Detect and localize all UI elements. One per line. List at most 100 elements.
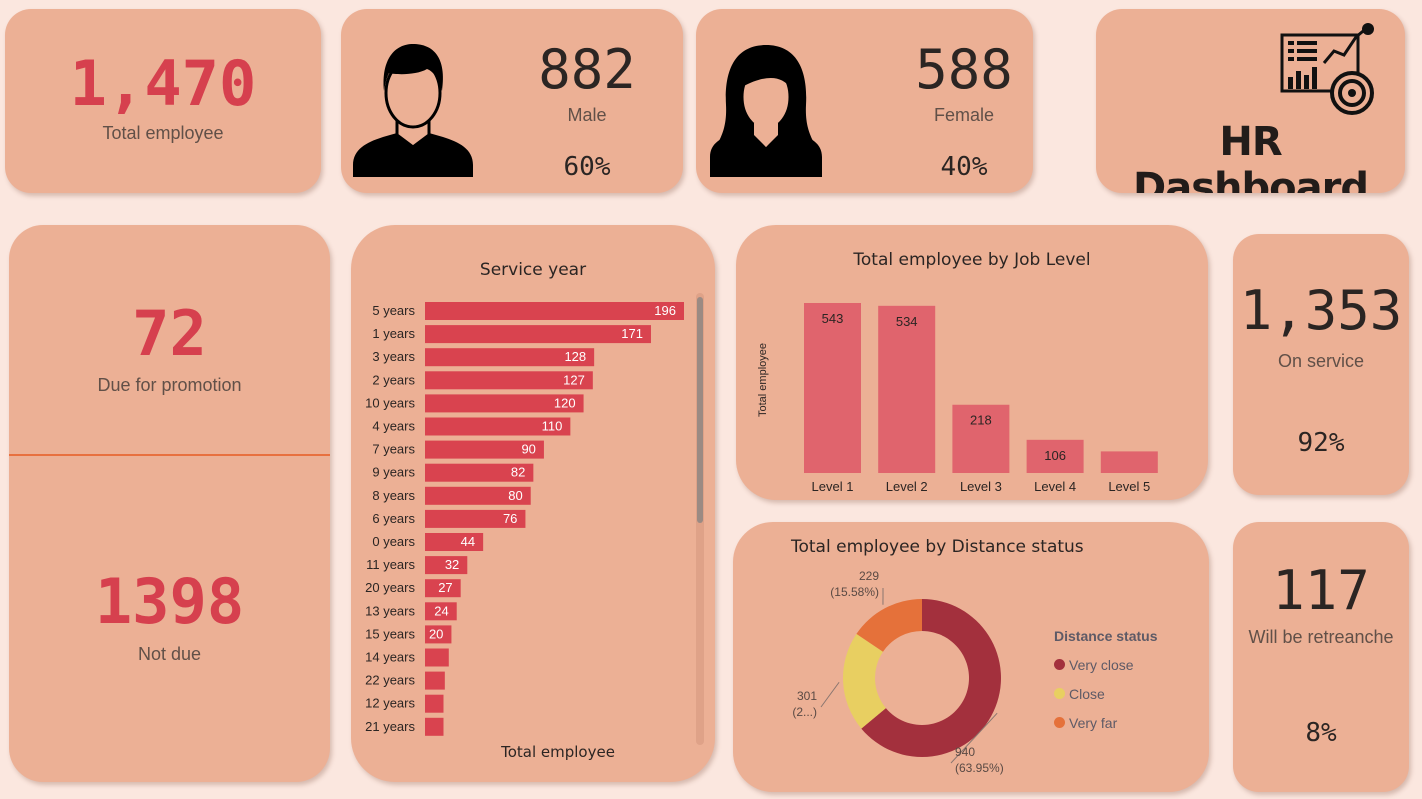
service-year-bar[interactable] bbox=[425, 417, 571, 436]
service-year-tick-label: 10 years bbox=[365, 395, 415, 410]
donut-slice-close[interactable] bbox=[843, 633, 886, 729]
service-year-data-label: 80 bbox=[508, 488, 522, 503]
female-label: Female bbox=[933, 105, 995, 125]
on-service-card: 1,353 On service 92% bbox=[1233, 234, 1409, 495]
service-year-data-label: 82 bbox=[511, 465, 525, 480]
job-level-bar[interactable] bbox=[804, 303, 861, 473]
job-level-bar[interactable] bbox=[1100, 451, 1158, 473]
due-promotion-value: 72 bbox=[132, 297, 207, 370]
donut-value-label: 940 bbox=[955, 745, 975, 759]
service-year-tick-label: 3 years bbox=[372, 349, 415, 364]
service-year-data-label: 171 bbox=[621, 326, 643, 341]
service-year-bar[interactable] bbox=[425, 325, 651, 344]
distance-legend-title: Distance status bbox=[1054, 628, 1158, 644]
service-year-bar[interactable] bbox=[425, 348, 595, 367]
service-year-data-label: 76 bbox=[503, 511, 517, 526]
donut-value-label: 229 bbox=[859, 569, 879, 583]
promotion-card: 72 Due for promotion 1398 Not due bbox=[9, 225, 330, 782]
donut-percent-label: (2...) bbox=[792, 705, 817, 719]
dashboard-title: HR Dashboard bbox=[1133, 119, 1369, 193]
service-year-tick-label: 14 years bbox=[365, 650, 415, 665]
on-service-percent: 92% bbox=[1297, 428, 1345, 458]
service-year-tick-label: 20 years bbox=[365, 580, 415, 595]
female-percent: 40% bbox=[940, 152, 988, 182]
service-year-bar[interactable] bbox=[425, 509, 526, 528]
not-due-value: 1398 bbox=[94, 565, 245, 638]
male-card: 882 Male 60% bbox=[341, 9, 683, 193]
distance-title: Total employee by Distance status bbox=[791, 537, 1084, 557]
job-level-bar[interactable] bbox=[878, 305, 936, 473]
service-year-data-label: 44 bbox=[461, 534, 475, 549]
retrench-card: 117 Will be retreanche 8% bbox=[1233, 522, 1409, 792]
retrench-label: Will be retreanche bbox=[1248, 627, 1394, 647]
female-count: 588 bbox=[915, 38, 1013, 101]
service-year-bar[interactable] bbox=[425, 533, 484, 551]
donut-percent-label: (15.58%) bbox=[830, 585, 879, 599]
job-level-tick-label: Level 4 bbox=[1034, 479, 1076, 494]
distance-card: Total employee by Distance status 940 (63… bbox=[733, 522, 1209, 792]
service-year-tick-label: 12 years bbox=[365, 696, 415, 711]
distance-legend: Very close Close Very far bbox=[1054, 650, 1134, 737]
service-year-tick-label: 13 years bbox=[365, 603, 415, 618]
on-service-label: On service bbox=[1277, 351, 1365, 371]
job-level-tick-label: Level 1 bbox=[812, 479, 854, 494]
due-promotion-label: Due for promotion bbox=[97, 375, 242, 395]
service-year-bar[interactable] bbox=[425, 463, 534, 482]
service-year-tick-label: 21 years bbox=[365, 719, 415, 734]
legend-swatch bbox=[1054, 659, 1065, 670]
service-year-bar[interactable] bbox=[425, 371, 593, 390]
service-year-tick-label: 4 years bbox=[372, 419, 415, 434]
service-year-bar[interactable] bbox=[425, 625, 452, 644]
male-avatar-icon bbox=[353, 44, 473, 177]
not-due-label: Not due bbox=[137, 644, 202, 664]
service-year-data-label: 90 bbox=[521, 442, 535, 457]
distance-donut-chart: 940 (63.95%) 301 (2...) 229 (15.58%) bbox=[792, 569, 1003, 775]
service-year-bar[interactable] bbox=[425, 671, 445, 690]
job-level-data-label: 534 bbox=[896, 314, 918, 329]
service-year-data-label: 128 bbox=[564, 349, 586, 364]
service-year-data-label: 27 bbox=[438, 580, 452, 595]
service-year-bar[interactable] bbox=[425, 717, 444, 736]
service-year-data-label: 196 bbox=[654, 303, 676, 318]
service-year-bar[interactable] bbox=[425, 486, 531, 505]
service-year-bar[interactable] bbox=[425, 648, 449, 667]
donut-slice-very-close[interactable] bbox=[861, 599, 1001, 757]
female-avatar-icon bbox=[710, 45, 822, 177]
legend-item-close[interactable]: Close bbox=[1054, 679, 1134, 708]
legend-item-very-far[interactable]: Very far bbox=[1054, 708, 1134, 737]
service-year-bar[interactable] bbox=[425, 556, 468, 575]
service-year-scrollbar[interactable] bbox=[696, 293, 704, 745]
service-year-bar[interactable] bbox=[425, 602, 457, 621]
legend-swatch bbox=[1054, 688, 1065, 699]
title-card: HR Dashboard bbox=[1096, 9, 1405, 193]
legend-item-very-close[interactable]: Very close bbox=[1054, 650, 1134, 679]
service-year-bar[interactable] bbox=[425, 394, 584, 413]
donut-slice-very-far[interactable] bbox=[856, 599, 922, 652]
retrench-percent: 8% bbox=[1305, 718, 1337, 748]
job-level-tick-label: Level 2 bbox=[886, 479, 928, 494]
service-year-tick-label: 15 years bbox=[365, 626, 415, 641]
job-level-title: Total employee by Job Level bbox=[853, 250, 1091, 270]
female-card: 588 Female 40% bbox=[696, 9, 1033, 193]
service-year-card: Service year 5 years 196 1 years 171 3 years… bbox=[351, 225, 715, 782]
job-level-data-label: 106 bbox=[1044, 448, 1066, 463]
legend-label: Close bbox=[1069, 685, 1105, 702]
service-year-bar[interactable] bbox=[425, 694, 444, 713]
promotion-divider bbox=[9, 454, 330, 456]
service-year-tick-label: 22 years bbox=[365, 673, 415, 688]
job-level-bar[interactable] bbox=[952, 404, 1010, 473]
service-year-chart: 5 years 196 1 years 171 3 years 128 2 years 127… bbox=[365, 302, 684, 736]
service-year-tick-label: 8 years bbox=[372, 488, 415, 503]
service-year-bar[interactable] bbox=[425, 579, 461, 598]
analytics-logo-icon bbox=[1280, 23, 1374, 115]
job-level-card: Total employee by Job Level Total employ… bbox=[736, 225, 1208, 500]
scrollbar-thumb[interactable] bbox=[697, 297, 703, 523]
service-year-bar[interactable] bbox=[425, 440, 544, 459]
service-year-data-label: 20 bbox=[429, 626, 443, 641]
service-year-tick-label: 5 years bbox=[372, 303, 415, 318]
job-level-data-label: 543 bbox=[822, 311, 844, 326]
total-employee-label: Total employee bbox=[102, 123, 224, 143]
male-label: Male bbox=[567, 105, 607, 125]
service-year-bar[interactable] bbox=[425, 302, 684, 320]
job-level-bar[interactable] bbox=[1026, 439, 1084, 473]
